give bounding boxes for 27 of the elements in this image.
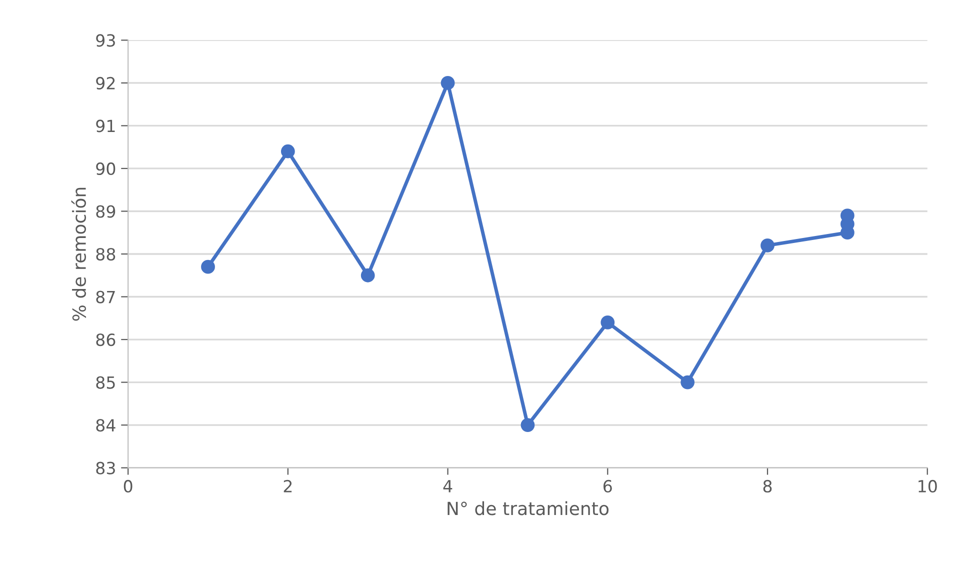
- y-tick-label: 91: [96, 120, 115, 132]
- x-tick-label: 0: [124, 480, 132, 493]
- point: [520, 418, 535, 432]
- y-tick-label: 90: [96, 162, 116, 176]
- y-tick-label: 89: [96, 205, 116, 218]
- x-tick-label: 4: [443, 480, 452, 492]
- x-tick-label: 2: [284, 480, 292, 492]
- point: [600, 315, 615, 330]
- y-tick-label: 85: [96, 376, 115, 389]
- point: [201, 260, 215, 274]
- point: [360, 268, 375, 282]
- y-tick-label: 83: [96, 462, 115, 474]
- point: [280, 144, 295, 158]
- x-tick-label: 10: [918, 480, 937, 493]
- point: [680, 375, 695, 390]
- x-tick-label: 6: [604, 480, 612, 493]
- y-tick-label: 86: [96, 333, 116, 346]
- y-tick-label: 84: [96, 419, 116, 432]
- x-tick-label: 8: [763, 480, 772, 493]
- x-axis-title: N° de tratamiento: [448, 501, 609, 516]
- y-tick-label: 87: [96, 290, 115, 304]
- y-tick-label: 92: [96, 76, 115, 90]
- point: [760, 238, 774, 252]
- y-axis-title: % de remoción: [71, 188, 86, 321]
- point: [440, 76, 455, 90]
- y-tick-label: 93: [96, 34, 115, 47]
- y-tick-label: 88: [96, 248, 116, 261]
